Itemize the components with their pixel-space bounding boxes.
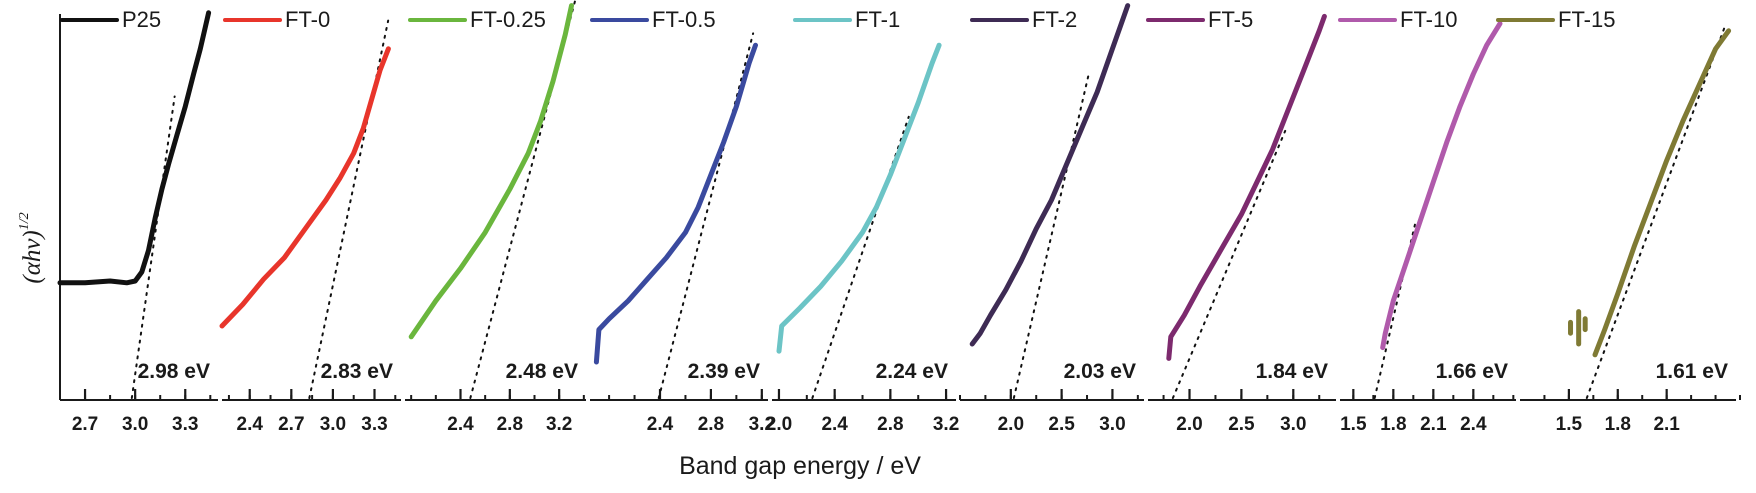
band-gap-label: 2.24 eV [876, 360, 948, 383]
series-line-ft-0 [219, 46, 391, 329]
band-gap-label: 2.39 eV [688, 360, 760, 383]
legend-label: P25 [122, 7, 161, 32]
series-line-ft-15 [1592, 28, 1732, 358]
x-axis-label: Band gap energy / eV [679, 452, 921, 480]
legend-label: FT-15 [1558, 7, 1615, 32]
x-tick-label: 1.8 [1380, 414, 1406, 435]
series-line-ft-0-25 [408, 3, 574, 340]
tangent-line [1373, 223, 1416, 399]
band-gap-label: 1.84 eV [1256, 360, 1328, 383]
band-gap-label: 1.66 eV [1436, 360, 1508, 383]
x-tick-label: 3.0 [1280, 414, 1306, 435]
x-tick-label: 2.8 [497, 414, 523, 435]
tangent-line [1012, 70, 1091, 399]
x-tick-label: 2.0 [766, 414, 792, 435]
panel-ft-5: 2.0 2.5 3.0 1.84 eV FT-5 [1146, 7, 1336, 435]
panel-ft-2: 2.0 2.5 3.0 2.03 eV FT-2 [959, 3, 1144, 435]
x-tick-label: 2.4 [1460, 414, 1487, 435]
legend-label: FT-0.25 [470, 7, 546, 32]
x-tick-label: 3.0 [1099, 414, 1125, 435]
series-line-ft-1 [776, 42, 942, 354]
tangent-line [130, 95, 176, 399]
panel-p25: 2.7 3.0 3.3 2.98 eV P25 [57, 7, 218, 435]
band-gap-label: 2.83 eV [321, 360, 393, 383]
x-tick-label: 1.5 [1340, 414, 1367, 435]
legend-label: FT-0 [285, 7, 330, 32]
series-line-ft-0-5 [593, 42, 758, 365]
x-tick-label: 2.8 [698, 414, 724, 435]
panel-ft-10: 1.5 1.8 2.1 2.4 1.66 eV FT-10 [1338, 7, 1516, 435]
legend-label: FT-1 [855, 7, 900, 32]
legend-label: FT-0.5 [652, 7, 716, 32]
band-gap-label: 1.61 eV [1656, 360, 1728, 383]
y-axis-label-text: (αhν) [19, 230, 46, 283]
x-tick-label: 3.0 [320, 414, 346, 435]
series-line-ft-10 [1380, 21, 1503, 351]
svg-text:(αhν)1/2: (αhν)1/2 [17, 212, 46, 283]
x-tick-label: 2.0 [1176, 414, 1202, 435]
panel-ft-15: 1.5 1.8 2.1 1.61 eV FT-15 [1496, 7, 1741, 435]
x-tick-label: 3.0 [122, 414, 148, 435]
x-tick-label: 2.5 [1228, 414, 1255, 435]
x-tick-label: 2.7 [278, 414, 304, 435]
band-gap-label: 2.48 eV [506, 360, 578, 383]
band-gap-label: 2.03 eV [1064, 360, 1136, 383]
tangent-line [469, 0, 577, 399]
legend-label: FT-2 [1032, 7, 1077, 32]
x-tick-label: 3.3 [361, 414, 387, 435]
band-gap-label: 2.98 eV [138, 360, 210, 383]
x-tick-label: 2.8 [877, 414, 903, 435]
series-line-ft-2 [969, 3, 1131, 347]
x-tick-label: 2.4 [821, 414, 848, 435]
x-tick-label: 2.1 [1420, 414, 1447, 435]
tangent-line [657, 32, 755, 399]
panel-ft-0-25: 2.4 2.8 3.2 2.48 eV FT-0.25 [405, 0, 586, 435]
tangent-line [1585, 23, 1727, 399]
x-tick-label: 2.1 [1653, 414, 1680, 435]
x-tick-label: 1.5 [1556, 414, 1583, 435]
x-tick-label: 2.0 [998, 414, 1024, 435]
series-line-p25 [57, 10, 212, 286]
x-tick-label: 3.2 [546, 414, 572, 435]
y-axis-label-superscript: 1/2 [17, 212, 32, 230]
y-axis-label: (αhν)1/2 [17, 212, 46, 283]
series-line-ft-5 [1166, 13, 1327, 361]
x-tick-label: 2.7 [72, 414, 98, 435]
x-tick-label: 3.2 [749, 414, 775, 435]
panel-ft-0-5: 2.4 2.8 3.2 2.39 eV FT-0.5 [590, 7, 775, 435]
legend-label: FT-5 [1208, 7, 1253, 32]
panel-ft-0: 2.4 2.7 3.0 3.3 2.83 eV FT-0 [219, 7, 401, 435]
x-tick-label: 3.2 [933, 414, 959, 435]
x-tick-label: 1.8 [1605, 414, 1631, 435]
tangent-line [1171, 129, 1287, 399]
x-tick-label: 2.4 [237, 414, 264, 435]
panel-ft-1: 2.0 2.4 2.8 3.2 2.24 eV FT-1 [766, 7, 960, 435]
legend-label: FT-10 [1400, 7, 1457, 32]
x-tick-label: 2.4 [647, 414, 674, 435]
x-tick-label: 3.3 [172, 414, 198, 435]
x-tick-label: 2.5 [1048, 414, 1075, 435]
panels: 2.7 3.0 3.3 2.98 eV P25 2.4 2.7 3.0 3.3 2.83 eV FT… [57, 0, 1741, 435]
x-tick-label: 2.4 [447, 414, 474, 435]
